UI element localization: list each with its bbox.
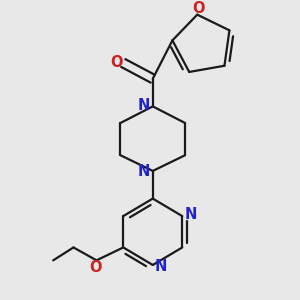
Text: N: N <box>137 98 150 113</box>
Text: O: O <box>111 55 123 70</box>
Text: N: N <box>155 259 167 274</box>
Text: O: O <box>89 260 102 275</box>
Text: N: N <box>137 164 150 179</box>
Text: O: O <box>192 1 204 16</box>
Text: N: N <box>184 207 197 222</box>
